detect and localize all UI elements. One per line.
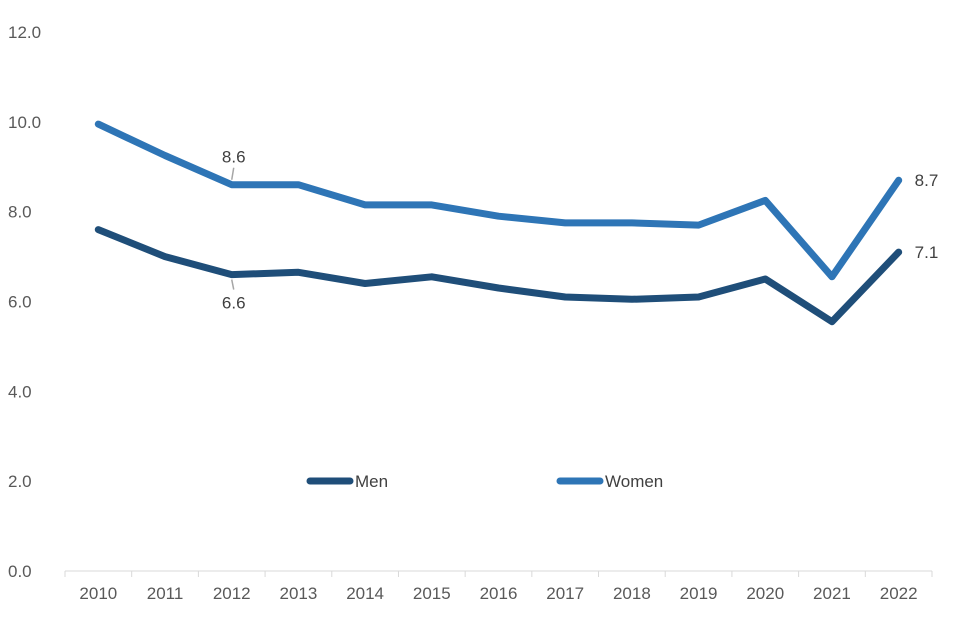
- data-point-women: [564, 222, 566, 224]
- legend: Men Women: [306, 472, 663, 491]
- data-point-men: [164, 256, 166, 258]
- data-point-women: [631, 222, 633, 224]
- data-label-leader: [230, 167, 235, 180]
- y-tick-label: 6.0: [8, 293, 32, 312]
- x-tick-label: 2012: [213, 584, 251, 603]
- y-tick-label: 2.0: [8, 472, 32, 491]
- legend-label-men: Men: [355, 472, 388, 491]
- data-labels: 6.6 7.1 8.6 8.7: [222, 148, 938, 313]
- data-label-leader: [230, 279, 235, 290]
- data-point-men: [498, 287, 499, 289]
- x-tick-label: 2021: [813, 584, 851, 603]
- x-tick-label: 2019: [680, 584, 718, 603]
- data-point-women: [297, 184, 299, 186]
- data-point-men: [831, 321, 833, 323]
- data-point-women: [164, 155, 166, 157]
- data-point-men: [364, 283, 366, 285]
- data-point-women: [764, 199, 766, 201]
- y-tick-label: 10.0: [8, 113, 41, 132]
- legend-label-women: Women: [605, 472, 663, 491]
- data-point-women: [97, 123, 99, 125]
- data-label: 7.1: [915, 243, 939, 262]
- y-tick-label: 4.0: [8, 382, 32, 401]
- data-point-women: [698, 224, 700, 226]
- x-tick-label: 2015: [413, 584, 451, 603]
- data-point-men: [231, 274, 233, 276]
- data-point-men: [898, 251, 900, 253]
- x-tick-label: 2017: [546, 584, 584, 603]
- x-tick-label: 2020: [746, 584, 784, 603]
- x-tick-label: 2014: [346, 584, 384, 603]
- data-label: 8.7: [915, 171, 939, 190]
- y-tick-label: 0.0: [8, 562, 32, 581]
- data-point-women: [498, 215, 499, 217]
- y-axis: 0.0 2.0 4.0 6.0 8.0 10.0 12.0: [8, 23, 41, 581]
- data-point-men: [764, 278, 766, 280]
- x-tick-label: 2022: [880, 584, 918, 603]
- x-tick-label: 2013: [280, 584, 318, 603]
- data-point-women: [231, 184, 233, 186]
- y-tick-label: 12.0: [8, 23, 41, 42]
- series-line-men: [94, 226, 903, 326]
- series-layer: [94, 120, 903, 326]
- data-point-men: [564, 296, 566, 298]
- data-point-women: [431, 204, 433, 206]
- data-point-men: [631, 298, 633, 300]
- x-tick-label: 2018: [613, 584, 651, 603]
- data-point-men: [431, 276, 433, 278]
- x-tick-label: 2011: [147, 584, 184, 603]
- x-tick-label: 2016: [480, 584, 518, 603]
- data-point-women: [898, 179, 900, 181]
- x-axis: 2010 2011 2012 2013 2014 2015 2016 2017 2018 2019…: [64, 570, 933, 603]
- data-label: 6.6: [222, 294, 246, 313]
- data-point-women: [364, 204, 366, 206]
- y-tick-label: 8.0: [8, 203, 32, 222]
- series-line-women: [94, 120, 903, 281]
- data-point-women: [831, 276, 833, 278]
- data-label: 8.6: [222, 148, 246, 167]
- data-point-men: [97, 229, 99, 231]
- data-point-men: [297, 271, 299, 273]
- data-point-men: [698, 296, 700, 298]
- x-tick-label: 2010: [79, 584, 117, 603]
